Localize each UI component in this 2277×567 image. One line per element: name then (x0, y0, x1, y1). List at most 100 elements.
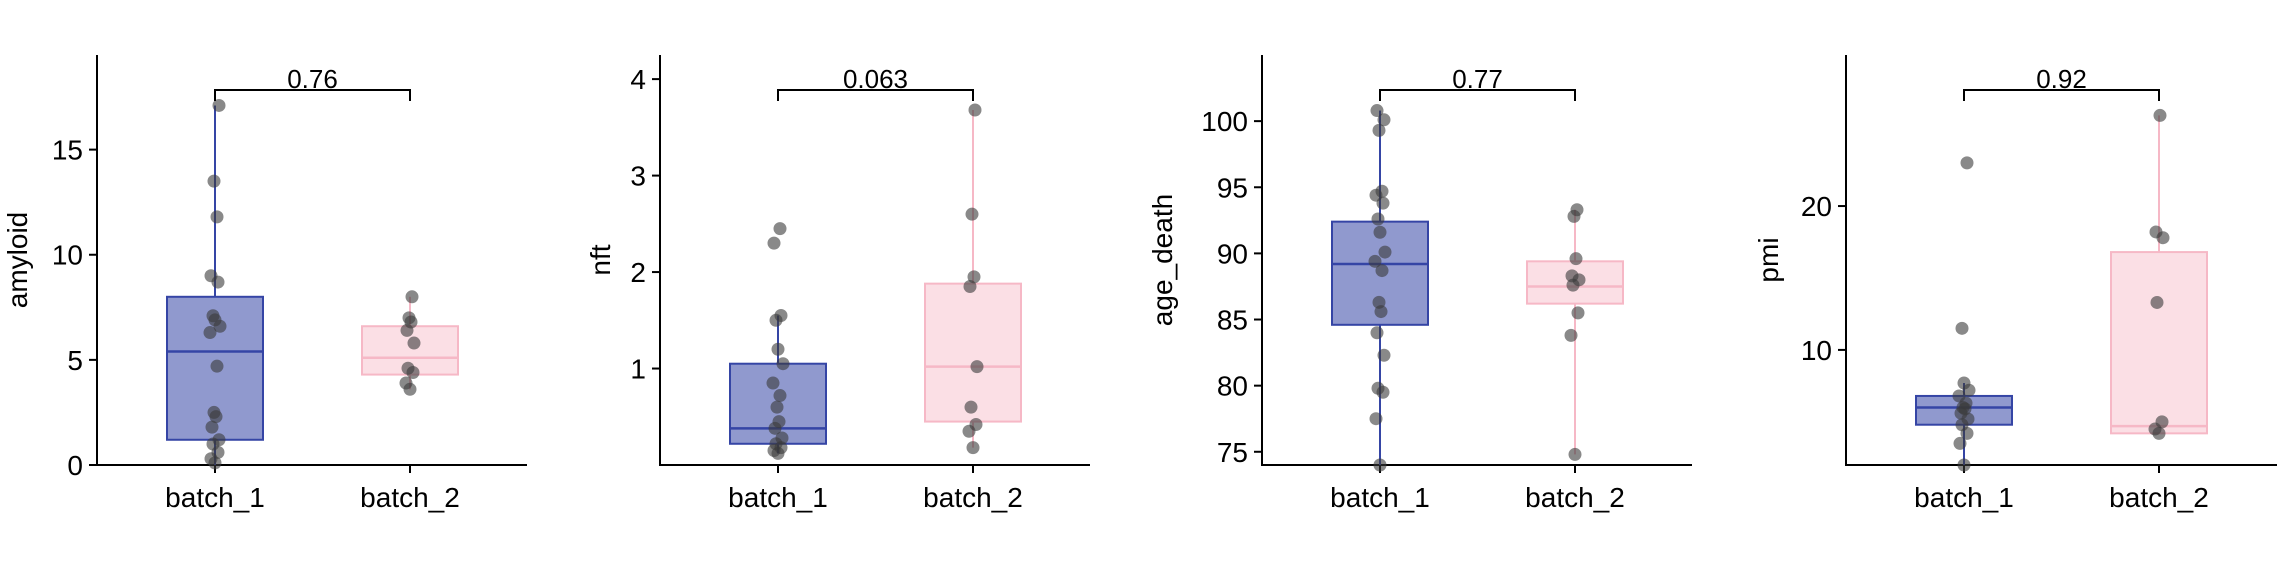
data-point (965, 207, 979, 221)
box-iqr (2110, 251, 2208, 435)
y-tick-label: 15 (52, 135, 83, 166)
data-point (1568, 447, 1582, 461)
data-point (771, 342, 785, 356)
data-point (399, 376, 413, 390)
x-tick-label: batch_1 (1914, 482, 2014, 513)
data-point (205, 420, 219, 434)
panel-amyloid: 0 5 10 15 amyloid batch_1 batch_2 0.76 (2, 55, 527, 513)
panel-pmi: 10 20 pmi batch_1 batch_2 0.92 (1753, 55, 2277, 513)
y-tick-label: 2 (630, 257, 646, 288)
panel-age-death: 75 80 85 90 95 100 age_death batch_1 batch_2 0.77 (1147, 55, 1692, 513)
y-tick-label: 4 (630, 64, 646, 95)
p-value-label: 0.77 (1452, 64, 1503, 94)
y-tick-label: 3 (630, 161, 646, 192)
y-axis-title: amyloid (2, 212, 33, 308)
x-tick-label: batch_1 (728, 482, 828, 513)
data-point (402, 311, 416, 325)
data-point (1952, 389, 1966, 403)
data-point (1570, 203, 1584, 217)
data-point (775, 431, 789, 445)
p-value-label: 0.063 (843, 64, 908, 94)
data-point (1368, 254, 1382, 268)
data-point (1569, 252, 1583, 266)
data-point (1378, 245, 1392, 259)
data-point (204, 269, 218, 283)
data-point (1377, 348, 1391, 362)
data-point (967, 270, 981, 284)
data-point (774, 308, 788, 322)
y-axis-title: nft (585, 244, 616, 275)
data-point (2153, 108, 2167, 122)
data-point (1960, 156, 1974, 170)
box-batch_2 (2110, 115, 2208, 435)
data-point (1377, 113, 1391, 127)
data-point (776, 357, 790, 371)
significance-bracket (777, 89, 974, 101)
data-point (1953, 436, 1967, 450)
significance-bracket (1963, 89, 2160, 101)
data-point (964, 400, 978, 414)
data-point (969, 417, 983, 431)
box-batch_1 (1331, 110, 1429, 465)
data-point (405, 290, 419, 304)
x-tick-label: batch_2 (360, 482, 460, 513)
data-point (1373, 225, 1387, 239)
y-tick-label: 90 (1217, 238, 1248, 269)
data-point (407, 336, 421, 350)
y-tick-label: 10 (1801, 335, 1832, 366)
data-point (2150, 295, 2164, 309)
panel-nft: 1 2 3 4 nft batch_1 batch_2 0.063 (585, 55, 1090, 513)
data-point (210, 359, 224, 373)
data-point (773, 222, 787, 236)
data-point (1370, 326, 1384, 340)
y-tick-label: 5 (67, 345, 83, 376)
y-tick-label: 95 (1217, 172, 1248, 203)
x-tick-label: batch_2 (923, 482, 1023, 513)
data-point (970, 360, 984, 374)
y-tick-label: 10 (52, 240, 83, 271)
data-point (203, 326, 217, 340)
data-point (1375, 264, 1389, 278)
x-tick-label: batch_2 (1525, 482, 1625, 513)
data-point (210, 210, 224, 224)
x-tick-label: batch_1 (165, 482, 265, 513)
data-point (2155, 415, 2169, 429)
data-point (1957, 376, 1971, 390)
data-point (207, 405, 221, 419)
significance-bracket (1379, 89, 1576, 101)
y-tick-label: 1 (630, 354, 646, 385)
data-point (1373, 458, 1387, 472)
data-point (1571, 306, 1585, 320)
data-point (968, 103, 982, 117)
data-point (1372, 123, 1386, 137)
y-tick-label: 85 (1217, 305, 1248, 336)
significance-bracket (214, 89, 411, 101)
x-tick-label: batch_1 (1330, 482, 1430, 513)
y-tick-label: 75 (1217, 437, 1248, 468)
y-axis-title: pmi (1753, 237, 1784, 282)
data-point (1370, 104, 1384, 118)
data-point (966, 441, 980, 455)
data-point (1375, 184, 1389, 198)
box-iqr (924, 282, 1022, 423)
data-point (212, 433, 226, 447)
data-point (1957, 458, 1971, 472)
data-point (773, 389, 787, 403)
data-point (1369, 412, 1383, 426)
data-point (1565, 269, 1579, 283)
data-point (766, 376, 780, 390)
y-tick-label: 0 (67, 450, 83, 481)
data-point (1371, 381, 1385, 395)
y-axis-title: age_death (1147, 194, 1178, 326)
data-point (770, 400, 784, 414)
data-point (212, 98, 226, 112)
y-tick-label: 80 (1217, 371, 1248, 402)
p-value-label: 0.76 (287, 64, 338, 94)
data-point (207, 174, 221, 188)
data-point (1372, 295, 1386, 309)
y-tick-label: 100 (1201, 106, 1248, 137)
box-batch_2 (924, 109, 1022, 448)
data-point (1955, 321, 1969, 335)
data-point (1564, 328, 1578, 342)
